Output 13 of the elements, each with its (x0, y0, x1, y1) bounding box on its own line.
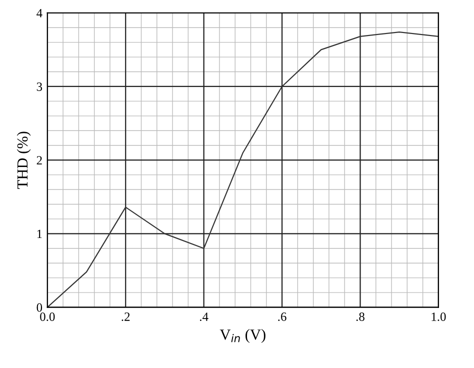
y-tick-label: 1 (37, 230, 42, 238)
y-axis-title: THD (%) (16, 132, 31, 189)
x-tick-label: .2 (122, 312, 130, 321)
y-tick-label: 0 (36, 303, 42, 312)
y-tick-label: 4 (36, 8, 42, 18)
x-tick-label: 1.0 (432, 312, 446, 321)
y-tick-label: 2 (36, 156, 42, 164)
x-tick-label: .8 (356, 312, 364, 321)
y-tick-label: 3 (36, 82, 42, 91)
x-tick-label: .4 (200, 312, 208, 321)
x-tick-label: 0.0 (40, 312, 55, 321)
x-axis-title: V$_{in}$ (V) (220, 329, 266, 343)
x-tick-label: .6 (278, 312, 286, 321)
